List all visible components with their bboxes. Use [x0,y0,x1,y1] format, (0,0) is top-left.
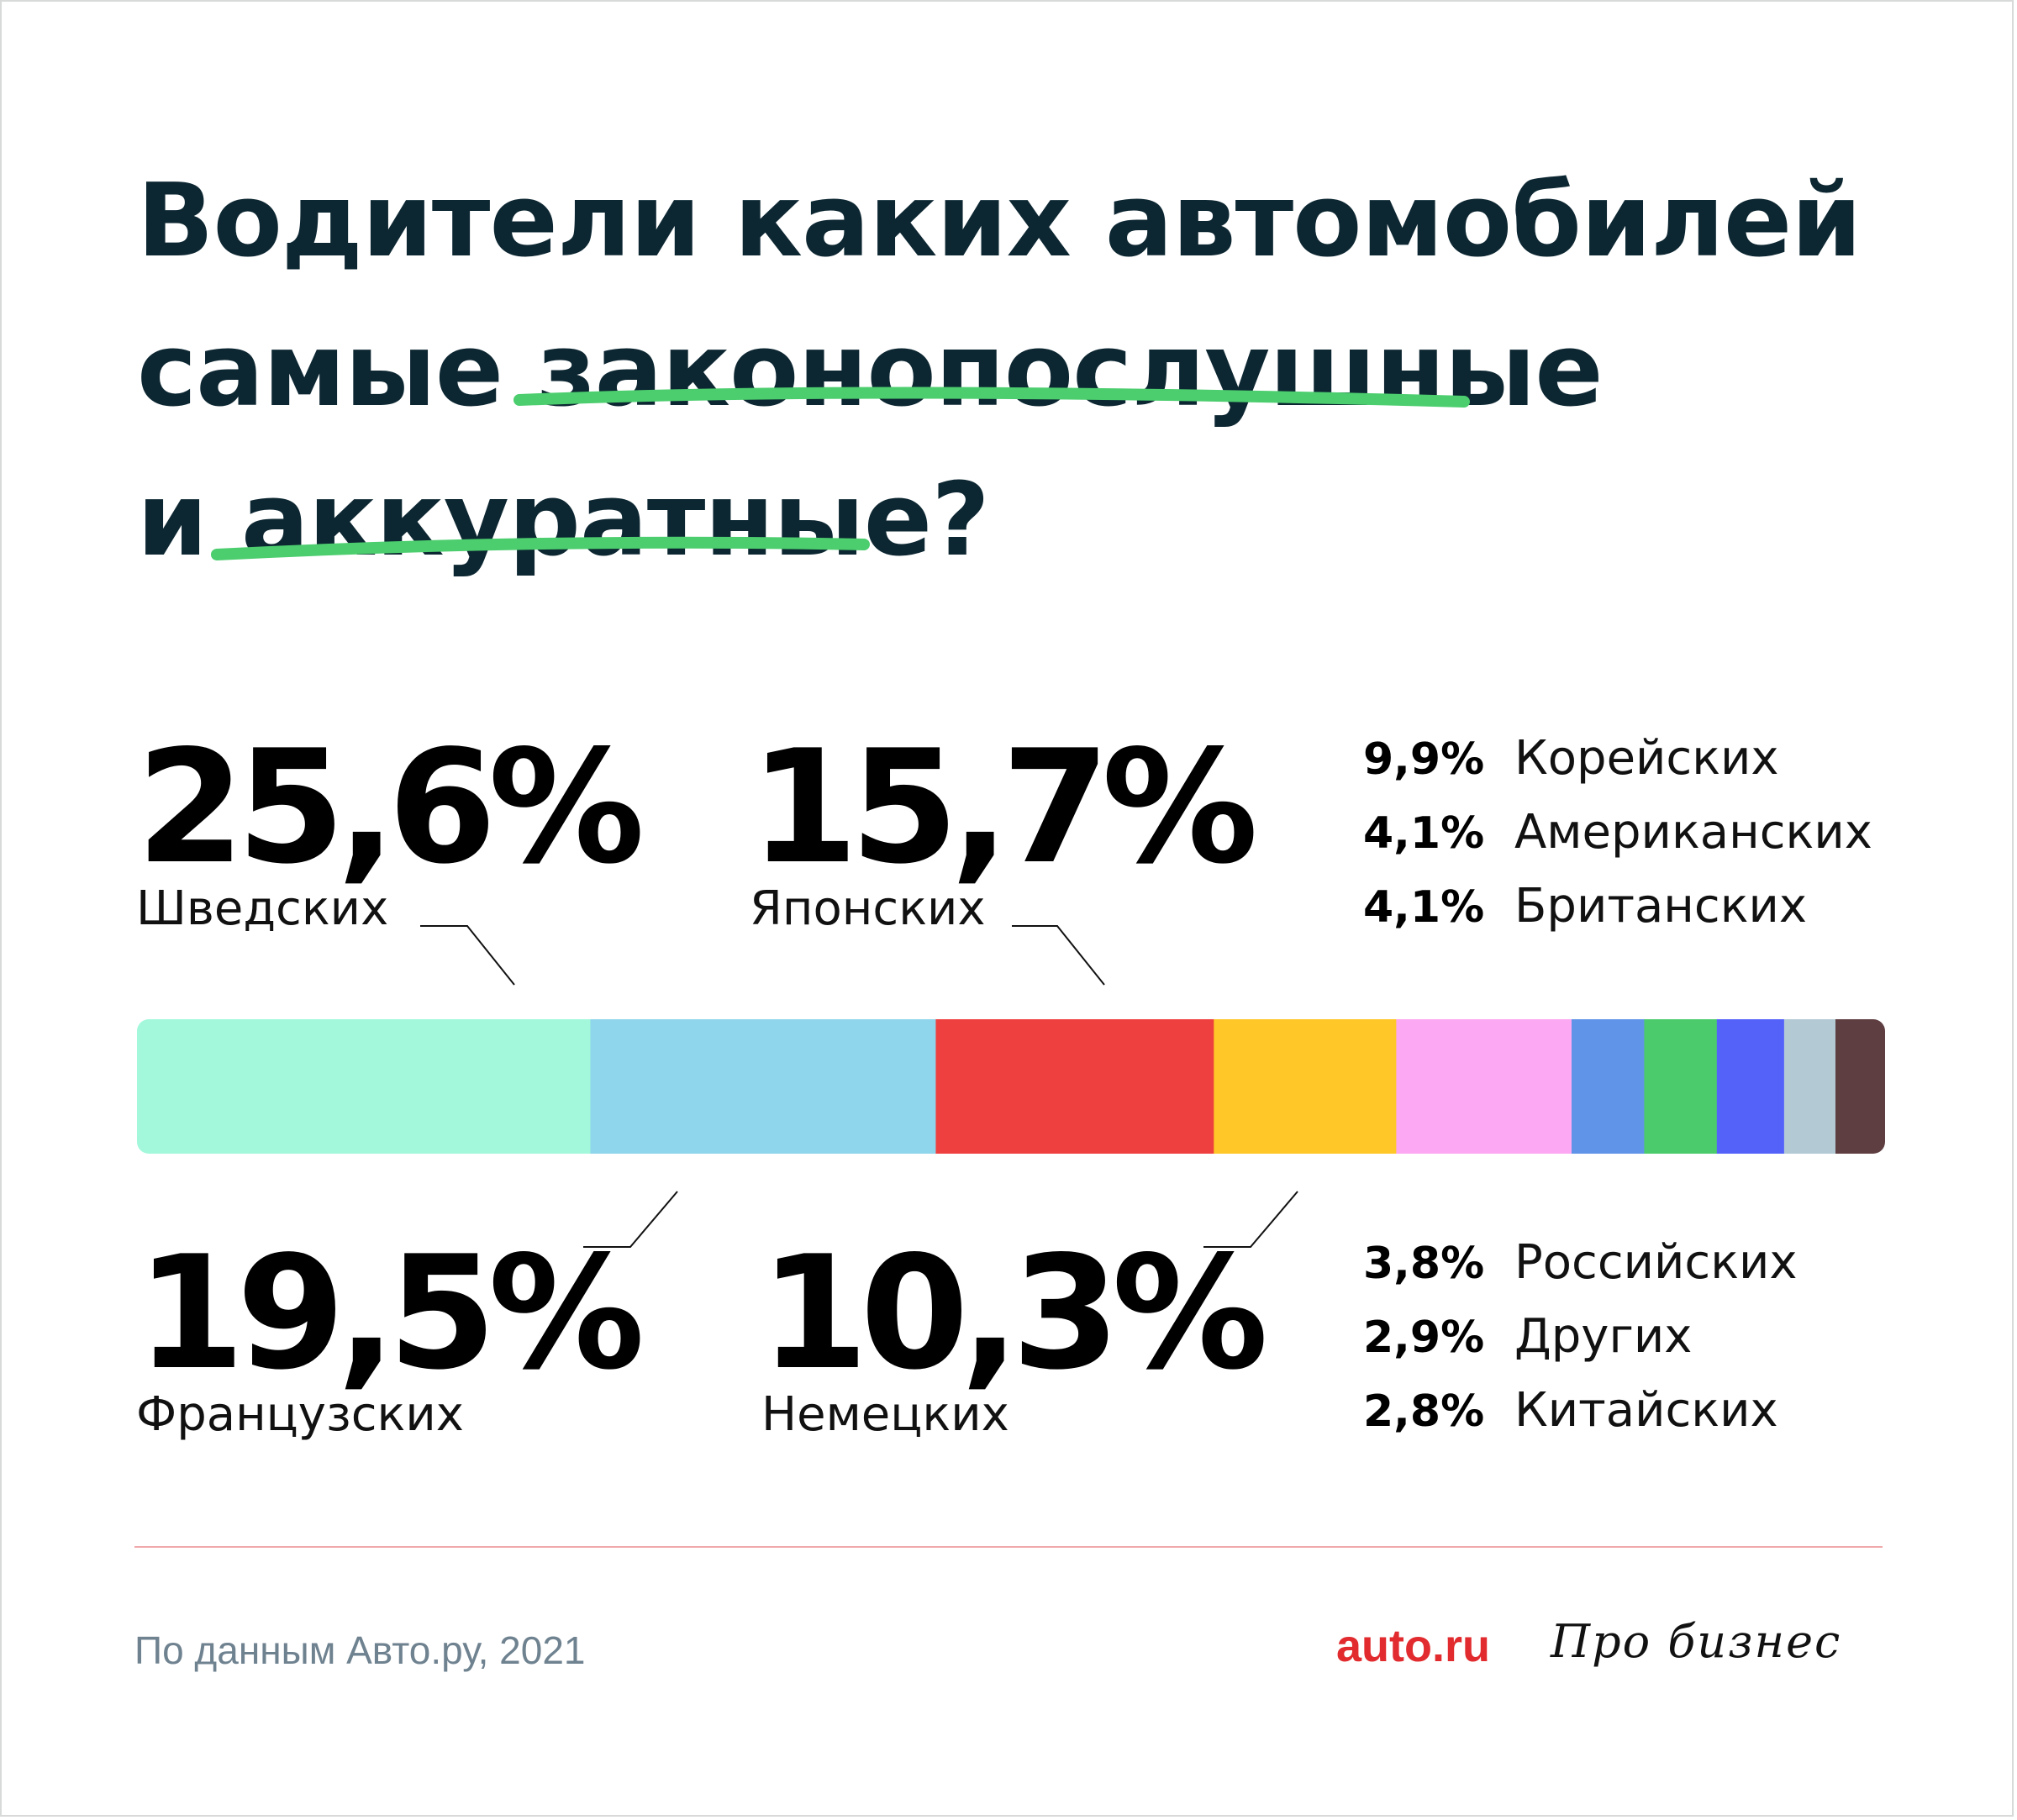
label-swedish: Шведских [136,881,389,936]
list-item-label: Российских [1514,1235,1798,1290]
bar-segment-1 [590,1019,937,1154]
list-item-value: 2,9% [1363,1312,1485,1363]
stacked-bar-chart [137,925,1885,1248]
list-item-label: Других [1514,1309,1693,1364]
underline-2 [211,536,870,560]
underline-1 [513,387,1470,408]
list-item-value: 9,9% [1363,734,1485,785]
leader-line-swedish [420,925,515,986]
list-item-label: Китайских [1514,1383,1778,1438]
label-french: Французских [136,1387,464,1442]
auto-ru-logo: auto.ru [1336,1621,1490,1671]
value-japanese: 15,7% [750,716,1258,898]
bar-segment-3 [1214,1019,1397,1154]
title-highlight-2: аккуратные [240,462,932,579]
leader-line-japanese [1012,925,1105,986]
list-item: 4,1% Американских [1363,805,1872,864]
label-german: Немецких [761,1387,1009,1442]
bar-segment-4 [1396,1019,1572,1154]
list-item-label: Британских [1514,879,1808,934]
label-japanese: Японских [750,881,986,936]
list-item: 9,9% Корейских [1363,731,1779,790]
title-underlines [211,387,1470,560]
title-line-3: и аккуратные? [137,446,1861,596]
bar-segment-0 [137,1019,592,1154]
bar-segments [137,1019,1885,1154]
list-item-value: 4,1% [1363,882,1485,933]
list-item-value: 2,8% [1363,1386,1485,1437]
leader-line-german [1203,1191,1298,1248]
title-line-2: самые законопослушные [137,297,1861,446]
list-item: 2,8% Китайских [1363,1383,1778,1442]
list-item: 4,1% Британских [1363,879,1807,938]
value-german: 10,3% [760,1222,1268,1404]
bar-segment-7 [1716,1019,1785,1154]
footer-divider [134,1546,1883,1548]
value-french: 19,5% [136,1222,645,1404]
list-item-value: 4,1% [1363,808,1485,859]
list-item-label: Корейских [1514,731,1779,786]
list-item: 3,8% Российских [1363,1235,1798,1294]
pro-biznes-logo: Про бизнес [1551,1615,1842,1668]
list-item: 2,9% Других [1363,1309,1692,1368]
title-line-3-suffix: ? [931,462,990,579]
list-item-label: Американских [1514,805,1872,860]
value-swedish: 25,6% [136,716,645,898]
list-item-value: 3,8% [1363,1239,1485,1289]
title-highlight-1: законопослушные [536,313,1604,429]
title-line-1: Водители каких автомобилей [137,163,1862,280]
bar-segment-6 [1644,1019,1718,1154]
page-title: Водители каких автомобилей самые законоп… [137,147,1862,596]
bar-segment-2 [935,1019,1214,1154]
source-note: По данным Авто.ру, 2021 [134,1628,586,1672]
bar-segment-8 [1783,1019,1836,1154]
title-line-3-prefix: и [137,462,241,579]
bar-segment-9 [1835,1019,1885,1154]
leader-lines [420,925,1298,1248]
title-line-2-prefix: самые [137,313,537,429]
leader-line-french [583,1191,678,1248]
bar-segment-5 [1571,1019,1645,1154]
